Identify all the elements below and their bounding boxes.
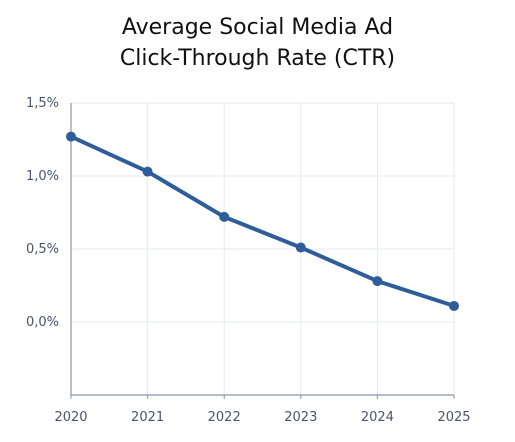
axes [70,103,455,399]
data-point [372,276,383,287]
data-point [295,242,306,253]
y-tick-label: 1,5% [26,96,59,111]
y-tick-labels: 0,0% 0,5% 1,0% 1,5% [26,96,59,330]
x-tick-label: 2021 [131,410,164,425]
x-tick-label: 2025 [437,410,470,425]
x-tick-label: 2020 [54,410,87,425]
series-line [69,134,456,308]
data-point [142,166,153,177]
data-point [449,300,459,311]
chart-title-line-1: Average Social Media Ad [121,15,394,40]
chart-title: Average Social Media Ad Click-Through Ra… [0,12,515,74]
x-tick-label: 2022 [208,410,241,425]
x-tick-labels: 2020 2021 2022 2023 2024 2025 [54,410,470,425]
y-tick-label: 0,0% [26,315,59,330]
y-tick-label: 0,5% [26,242,59,257]
x-tick-label: 2024 [361,410,394,425]
chart-title-line-2: Click-Through Rate (CTR) [119,46,396,71]
y-tick-label: 1,0% [26,169,59,184]
data-point [219,211,230,222]
data-point [66,131,76,142]
series-line-group [69,134,456,308]
data-points [66,131,459,311]
x-tick-label: 2023 [284,410,317,425]
grid-lines [71,102,455,395]
